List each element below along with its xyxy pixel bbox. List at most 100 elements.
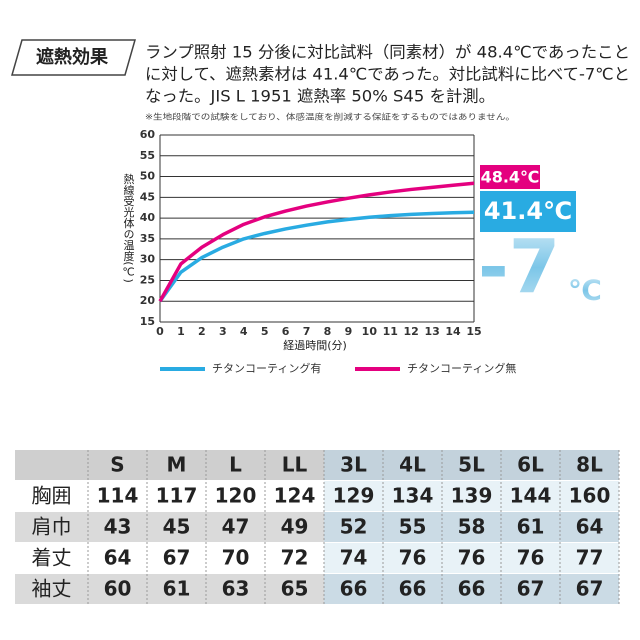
table-header: M: [167, 453, 187, 477]
table-cell-bg: [15, 481, 324, 511]
table-value: 67: [576, 577, 604, 601]
table-value: 65: [281, 577, 309, 601]
annotation-box: [480, 191, 576, 232]
table-value: 76: [517, 546, 545, 570]
table-header: LL: [282, 453, 308, 477]
series-line: [158, 210, 475, 303]
description-line: ランプ照射 15 分後に対比試料（同素材）が 48.4℃であったこと: [145, 43, 630, 62]
x-tick-label: 8: [324, 325, 332, 338]
x-axis-label: 経過時間(分): [283, 339, 347, 352]
x-tick-label: 4: [240, 325, 248, 338]
x-tick-label: 11: [383, 325, 398, 338]
x-tick-label: 15: [466, 325, 481, 338]
table-header: S: [110, 453, 124, 477]
annotation-box: [480, 165, 540, 189]
table-value: 76: [399, 546, 427, 570]
table-cell-bg: [15, 574, 324, 604]
x-tick-label: 9: [345, 325, 353, 338]
table-value: 114: [97, 484, 139, 508]
table-value: 52: [340, 515, 368, 539]
table-value: 45: [163, 515, 191, 539]
legend-label: チタンコーティング有: [212, 361, 321, 375]
table-value: 66: [340, 577, 368, 601]
table-cell-bg: [324, 481, 619, 511]
y-tick-label: 30: [140, 253, 156, 266]
y-tick-label: 40: [140, 211, 156, 224]
table-value: 60: [104, 577, 132, 601]
x-tick-label: 7: [303, 325, 311, 338]
table-value: 66: [399, 577, 427, 601]
x-tick-label: 10: [362, 325, 378, 338]
table-value: 120: [215, 484, 257, 508]
table-value: 74: [340, 546, 368, 570]
x-tick-label: 12: [404, 325, 419, 338]
table-cell-bg: [324, 543, 619, 573]
table-value: 55: [399, 515, 427, 539]
row-label: 胸囲: [32, 484, 72, 508]
table-value: 139: [451, 484, 493, 508]
table-header: 5L: [458, 453, 485, 477]
table-value: 129: [333, 484, 375, 508]
note: ※生地段階での試験をしており、体感温度を削減する保証をするものではありません。: [145, 112, 515, 122]
x-tick-label: 6: [282, 325, 290, 338]
annotation: 48.4℃: [481, 168, 540, 187]
row-label: 着丈: [32, 546, 72, 570]
table-value: 61: [163, 577, 191, 601]
annotation: ℃: [568, 274, 602, 307]
table-cell-bg: [15, 512, 324, 542]
table-value: 61: [517, 515, 545, 539]
table-value: 124: [274, 484, 316, 508]
y-tick-label: 25: [140, 273, 155, 286]
table-value: 64: [576, 515, 604, 539]
table-value: 47: [222, 515, 250, 539]
annotation: -7: [478, 225, 560, 311]
table-header: 6L: [517, 453, 544, 477]
x-tick-label: 2: [198, 325, 206, 338]
y-tick-label: 45: [140, 190, 155, 203]
series-line: [158, 181, 475, 303]
table-value: 64: [104, 546, 132, 570]
x-tick-label: 5: [261, 325, 269, 338]
table-cell-bg: [324, 512, 619, 542]
table-value: 72: [281, 546, 309, 570]
table-cell-bg: [15, 450, 324, 480]
table-value: 43: [104, 515, 132, 539]
table-value: 76: [458, 546, 486, 570]
y-tick-label: 15: [140, 315, 155, 328]
table-value: 117: [156, 484, 198, 508]
legend-label: チタンコーティング無: [407, 361, 516, 375]
table-value: 70: [222, 546, 250, 570]
table-header: 8L: [576, 453, 603, 477]
badge: 遮熱効果: [36, 46, 109, 68]
table-value: 58: [458, 515, 486, 539]
table-value: 144: [510, 484, 552, 508]
table-cell-bg: [324, 574, 619, 604]
x-tick-label: 3: [219, 325, 227, 338]
annotation: 41.4℃: [484, 197, 572, 225]
table-value: 134: [392, 484, 434, 508]
table-header: 3L: [340, 453, 367, 477]
table-value: 160: [569, 484, 611, 508]
table-cell-bg: [15, 543, 324, 573]
table-value: 63: [222, 577, 250, 601]
x-tick-label: 14: [445, 325, 461, 338]
y-tick-label: 60: [140, 128, 156, 141]
table-header: 4L: [399, 453, 426, 477]
table-value: 67: [163, 546, 191, 570]
description-line: なった。JIS L 1951 遮熱率 50% S45 を計測。: [145, 87, 495, 106]
table-value: 77: [576, 546, 604, 570]
table-header: L: [229, 453, 242, 477]
y-axis-label: 熱線受光体の温度(℃): [122, 173, 135, 283]
row-label: 肩巾: [32, 515, 72, 539]
description-line: に対して、遮熱素材は 41.4℃であった。対比試料に比べて-7℃と: [145, 65, 630, 84]
y-tick-label: 55: [140, 149, 155, 162]
row-label: 袖丈: [32, 577, 72, 601]
y-tick-label: 20: [140, 294, 156, 307]
table-cell-bg: [324, 450, 619, 480]
y-tick-label: 35: [140, 232, 155, 245]
x-tick-label: 1: [177, 325, 185, 338]
x-tick-label: 13: [424, 325, 439, 338]
table-value: 66: [458, 577, 486, 601]
table-value: 67: [517, 577, 545, 601]
